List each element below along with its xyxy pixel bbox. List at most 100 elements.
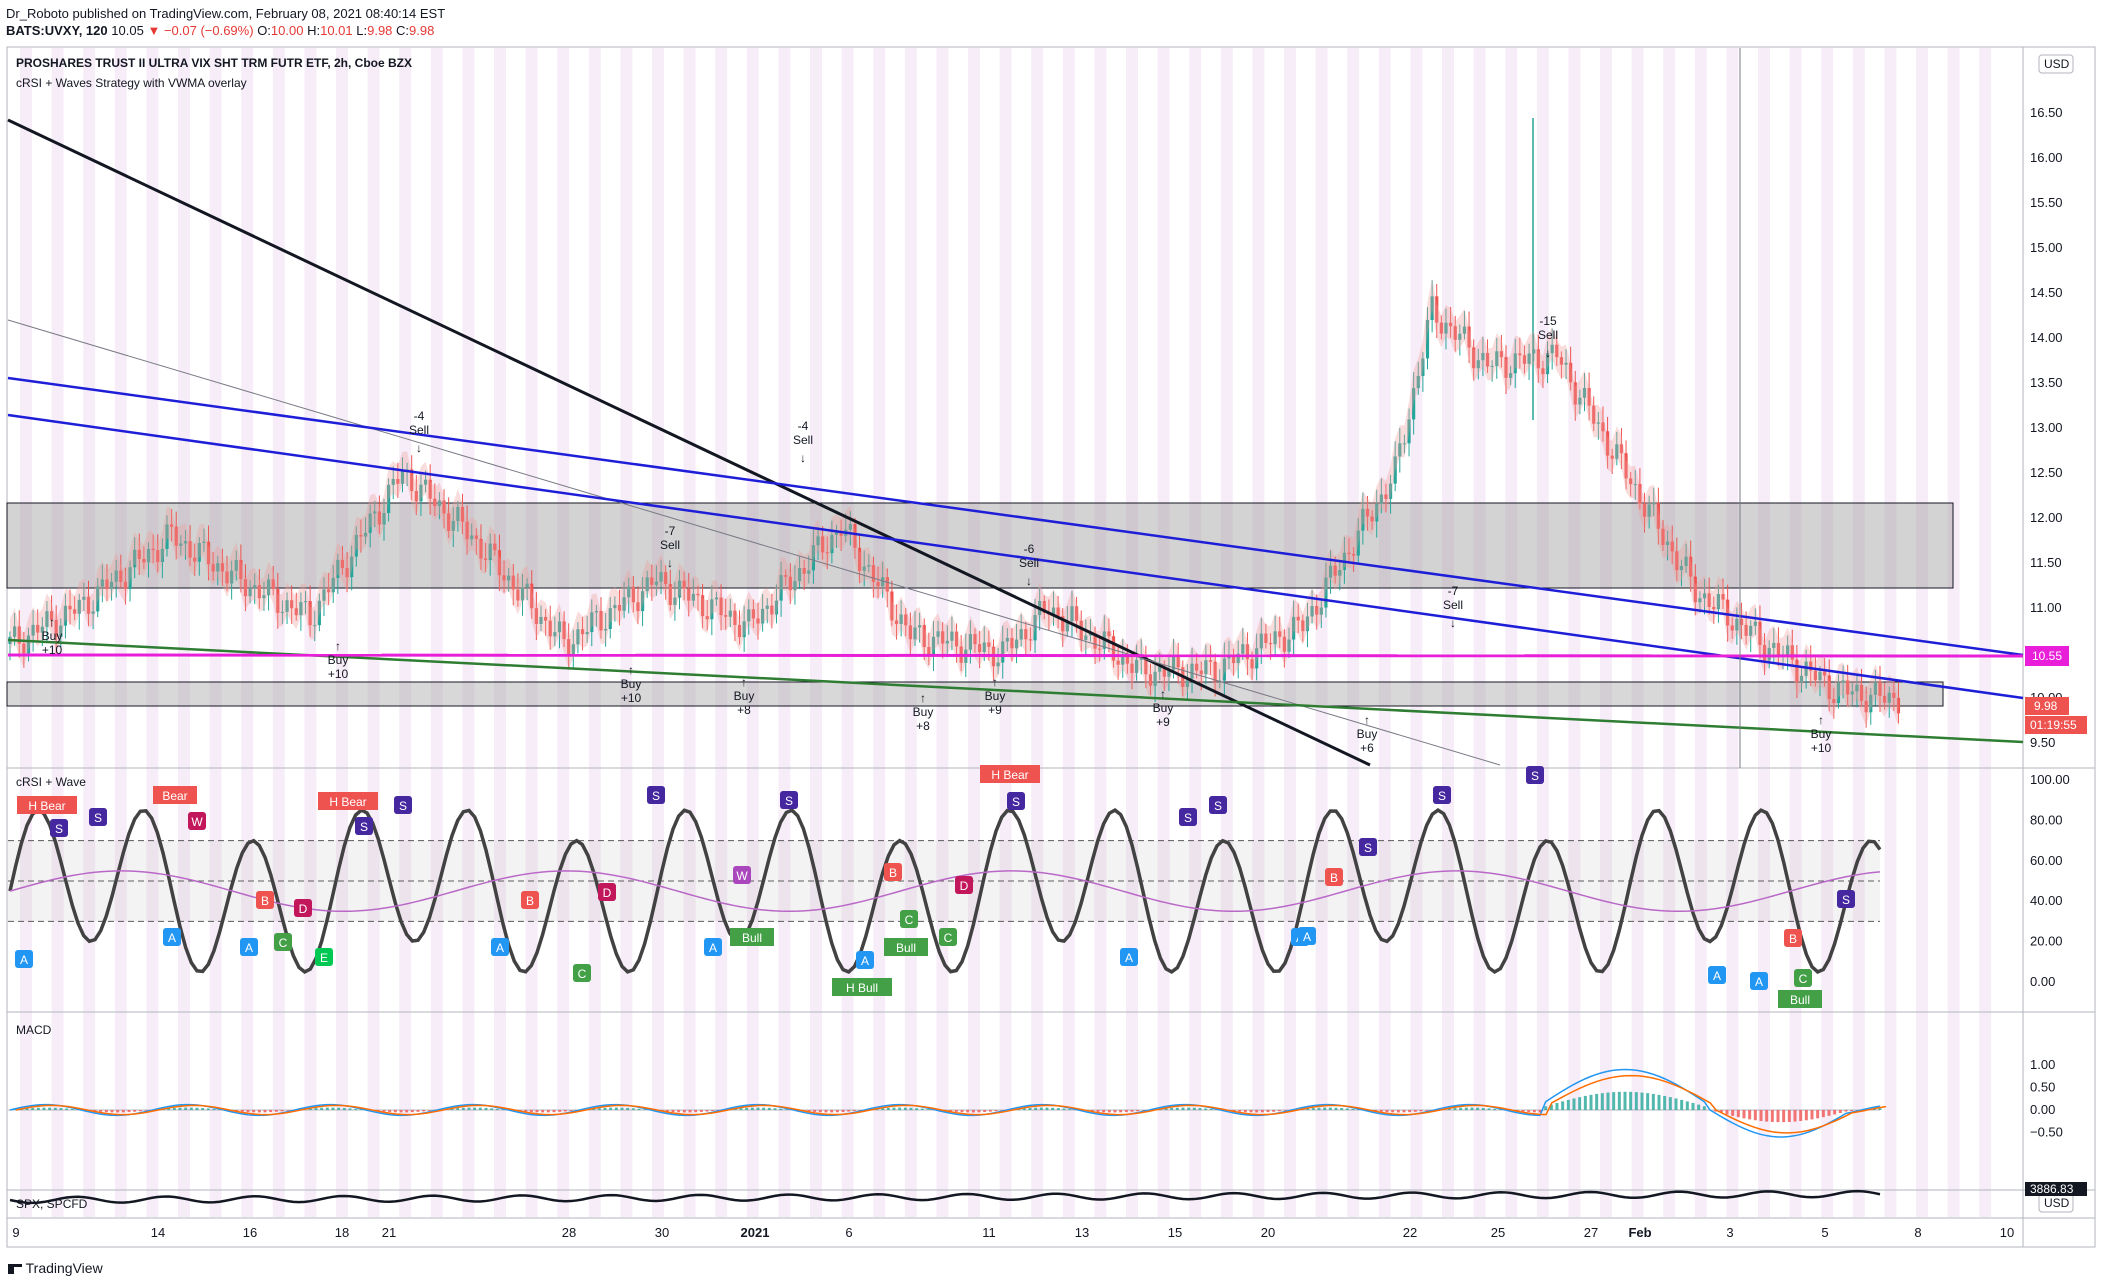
candle-body — [908, 625, 912, 640]
macd-histogram-bar — [1266, 1110, 1270, 1113]
candle-body — [290, 600, 294, 609]
macd-histogram-bar — [1787, 1110, 1791, 1122]
candle-body — [1153, 671, 1157, 686]
candle-body — [553, 632, 557, 637]
session-stripe — [83, 48, 96, 1217]
crsi-signal-line — [9, 870, 1881, 913]
candle-body — [585, 632, 589, 635]
candle-body — [1836, 682, 1841, 704]
candle-body — [1813, 670, 1817, 681]
macd-histogram-bar — [1544, 1106, 1548, 1110]
macd-histogram-bar — [138, 1110, 142, 1112]
crsi-divergence-badge — [832, 978, 892, 996]
time-tick-label: 16 — [243, 1225, 257, 1240]
macd-histogram-bar — [1714, 1110, 1718, 1112]
crsi-tick-label: 40.00 — [2030, 893, 2063, 908]
macd-histogram-bar — [450, 1108, 454, 1110]
candle-body — [1388, 483, 1393, 499]
macd-histogram-bar — [314, 1108, 318, 1110]
tradingview-brand[interactable]: TradingView — [8, 1260, 103, 1276]
candle-body — [788, 576, 792, 591]
crsi-wave-letter: A — [709, 941, 717, 955]
currency-badge[interactable] — [2038, 54, 2074, 74]
macd-histogram-bar — [1090, 1110, 1094, 1112]
macd-histogram-bar — [1538, 1110, 1542, 1113]
crsi-wave-badge — [780, 791, 798, 809]
macd-histogram-bar — [813, 1110, 817, 1112]
candle-body — [1084, 635, 1088, 640]
candle-body — [1061, 616, 1065, 632]
candle-body — [918, 625, 922, 628]
macd-histogram-bar — [110, 1110, 114, 1113]
macd-histogram-bar — [739, 1108, 743, 1110]
candle-body — [1749, 625, 1753, 636]
macd-histogram-bar — [1243, 1110, 1247, 1113]
support-zone — [6, 681, 1944, 707]
session-stripe — [715, 48, 728, 1217]
macd-histogram-bar — [609, 1107, 613, 1110]
candle-body — [447, 513, 451, 531]
session-stripe — [525, 48, 538, 1217]
candle-body — [1255, 648, 1259, 669]
macd-histogram-bar — [1589, 1094, 1593, 1110]
candle-body — [1527, 353, 1531, 364]
macd-histogram-bar — [688, 1110, 692, 1113]
trend-line-black — [7, 118, 1371, 767]
crsi-wave-letter: S — [652, 789, 660, 803]
session-stripe — [683, 48, 696, 1217]
crsi-wave-badge — [733, 866, 751, 884]
macd-histogram-bar — [1334, 1107, 1338, 1110]
macd-histogram-bar — [65, 1108, 69, 1110]
candle-body — [931, 636, 936, 655]
macd-histogram-bar — [1651, 1093, 1655, 1110]
candle-body — [1790, 645, 1794, 660]
candle-body — [1601, 422, 1605, 432]
macd-histogram-bar — [971, 1110, 975, 1113]
candle-body — [770, 605, 774, 615]
crsi-wave-badge — [900, 910, 918, 928]
macd-histogram-bar — [473, 1107, 477, 1110]
macd-histogram-bar — [881, 1108, 885, 1110]
candle-body — [996, 662, 1000, 667]
candle-body — [1435, 296, 1439, 323]
candle-body — [807, 570, 811, 574]
level-tag — [2025, 646, 2069, 666]
macd-histogram-bar — [36, 1107, 40, 1110]
session-stripe — [1473, 48, 1486, 1217]
crsi-wave-letter: A — [496, 941, 504, 955]
candle-body — [1448, 322, 1453, 327]
crsi-wave-badge — [1750, 972, 1768, 990]
macd-histogram-bar — [1583, 1095, 1587, 1110]
symbol-interval[interactable]: BATS:UVXY, 120 — [6, 23, 108, 38]
macd-histogram-bar — [1838, 1110, 1842, 1114]
macd-histogram-bar — [178, 1107, 182, 1110]
candle-body — [1287, 639, 1291, 652]
candle-body — [1569, 362, 1573, 383]
macd-histogram-bar — [246, 1110, 250, 1113]
price-tick-label: 11.00 — [2030, 600, 2062, 615]
candle-body — [123, 581, 128, 590]
macd-histogram-bar — [1753, 1110, 1757, 1121]
crsi-wave-letter: D — [960, 879, 969, 893]
crsi-wave-badge — [355, 817, 373, 835]
session-stripe — [178, 48, 190, 1217]
sell-signal-label: Sell — [1019, 556, 1039, 570]
macd-histogram-bar — [949, 1110, 953, 1112]
candle-body — [257, 585, 261, 599]
time-tick-label: 25 — [1491, 1225, 1505, 1240]
macd-histogram-bar — [121, 1110, 125, 1113]
candle-body — [857, 547, 862, 571]
session-stripe — [1568, 48, 1581, 1217]
macd-histogram-bar — [988, 1110, 992, 1112]
sell-arrow-icon: ↓ — [1450, 616, 1456, 630]
candle-body — [978, 644, 982, 653]
session-stripe — [1789, 48, 1802, 1217]
session-stripe — [778, 48, 791, 1217]
session-stripe — [1442, 48, 1454, 1217]
quote-line: BATS:UVXY, 120 10.05 ▼ −0.07 (−0.69%) O:… — [6, 23, 434, 39]
crsi-wave-badge — [1209, 796, 1227, 814]
macd-histogram-bar — [750, 1107, 754, 1110]
buy-signal-label: Buy — [734, 689, 755, 703]
macd-histogram-bar — [1328, 1107, 1332, 1110]
